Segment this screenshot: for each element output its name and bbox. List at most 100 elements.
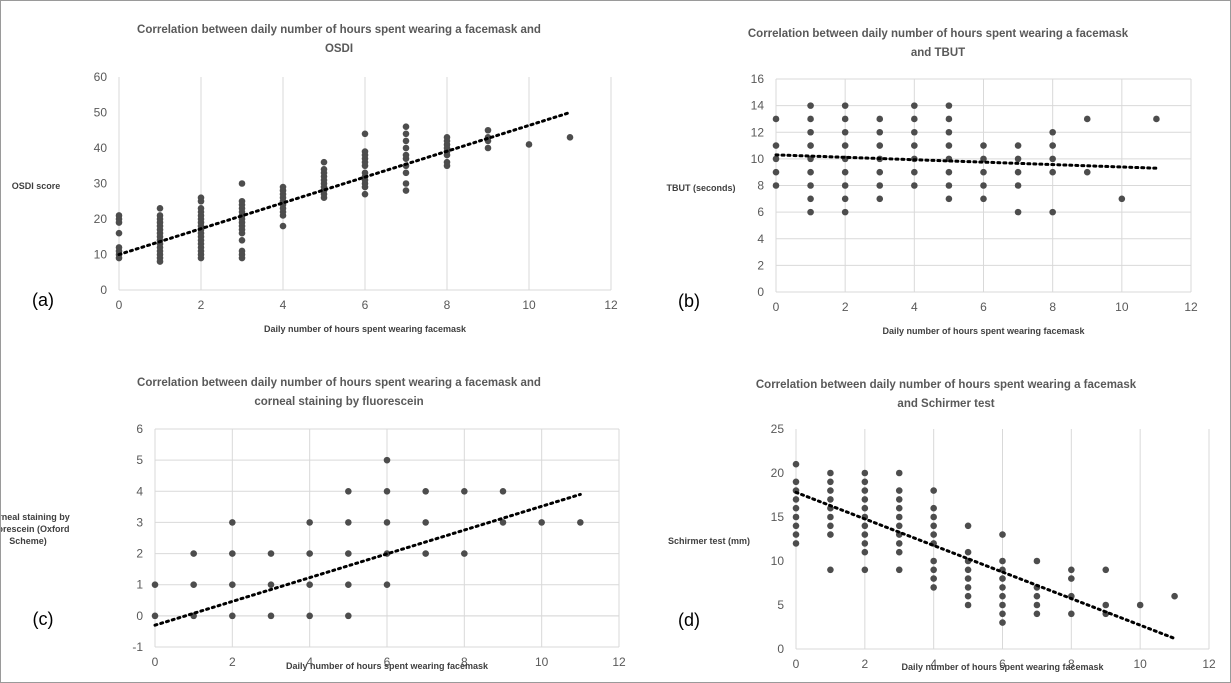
y-tick-label: 2 [136,547,143,561]
x-tick-label: 2 [229,655,236,669]
panel-label: (d) [678,610,700,630]
data-point [1083,115,1091,123]
y-tick-label: 14 [751,99,765,113]
data-point [156,212,164,219]
y-axis-label: Corneal staining by [1,512,70,522]
data-point [895,504,903,512]
data-point [792,513,800,521]
data-point [876,128,884,136]
y-tick-label: 12 [751,125,765,139]
data-point [1033,557,1041,565]
data-point [861,531,869,538]
data-point [577,519,584,526]
x-tick-label: 4 [930,657,937,671]
chart-title: OSDI [325,43,353,55]
y-axis-label: Schirmer test (mm) [668,536,750,546]
x-tick-label: 12 [612,655,626,669]
y-axis-label: OSDI score [12,181,61,191]
data-point [964,548,972,556]
data-point [930,513,937,521]
y-tick-label: 5 [136,453,143,467]
data-point [345,581,352,589]
data-point [361,190,369,198]
y-axis-label: TBUT (seconds) [666,183,735,193]
data-point [861,469,869,477]
data-point [1049,142,1056,149]
data-point [980,195,987,203]
trend-line [794,490,1177,640]
data-point [279,183,287,191]
x-tick-label: 6 [999,657,1006,671]
y-tick-label: 2 [757,258,764,272]
data-point [499,519,507,526]
data-point [911,128,918,136]
chart-panel-1: 0 2 4 6 8 10 12 0 10 20 30 40 50 60 Correlation betwee… [12,24,618,334]
x-tick-label: 6 [362,298,369,312]
x-tick-label: 2 [198,298,205,312]
data-point [930,557,937,565]
data-point [999,531,1006,538]
data-point [930,575,937,582]
data-point [422,519,429,526]
x-tick-label: 10 [535,655,549,669]
data-point [320,166,328,173]
x-axis-label: Daily number of hours spent wearing face… [286,661,489,671]
data-point [238,197,246,205]
x-tick-label: 6 [980,300,987,314]
data-point [964,584,972,591]
data-point [402,151,410,159]
data-point [807,142,814,149]
data-point [361,130,369,138]
data-point [1049,155,1056,163]
data-point [945,115,953,123]
data-point [190,581,197,589]
data-point [1014,168,1022,176]
data-point [267,581,275,589]
data-point [229,581,236,589]
trend-line [153,492,582,627]
data-point [980,182,987,189]
data-point [964,522,972,530]
data-point [930,504,937,512]
trend-line [774,153,1158,170]
data-point [383,456,391,464]
data-point [841,195,849,203]
data-point [402,123,410,130]
data-point [911,168,918,176]
trend-line [117,111,572,256]
y-tick-label: 20 [94,212,108,226]
data-point [807,208,814,216]
data-point [1102,601,1110,609]
x-axis-label: Daily number of hours spent wearing face… [264,324,467,334]
x-tick-label: 4 [306,655,313,669]
data-point [999,610,1006,618]
data-point [345,550,352,557]
y-tick-label: 50 [94,106,108,120]
data-point [499,487,507,495]
data-point [827,513,834,521]
data-point [930,584,937,591]
data-point [841,208,849,216]
data-point [895,513,903,521]
data-point [861,496,869,503]
data-point [827,522,834,530]
x-tick-label: 12 [1202,657,1216,671]
data-point [807,128,814,136]
data-point [1049,128,1056,136]
x-tick-label: 8 [461,655,468,669]
x-tick-label: 10 [1115,300,1129,314]
data-point [792,504,800,512]
y-tick-label: 25 [771,422,785,436]
data-point [267,550,275,557]
x-tick-label: 12 [604,298,618,312]
data-point [151,612,159,620]
data-point [792,540,800,547]
data-point [422,550,429,557]
data-point [1033,592,1041,600]
data-point [895,540,903,547]
data-point [895,496,903,503]
data-point [238,237,246,244]
data-point [361,148,369,155]
data-point [930,531,937,538]
